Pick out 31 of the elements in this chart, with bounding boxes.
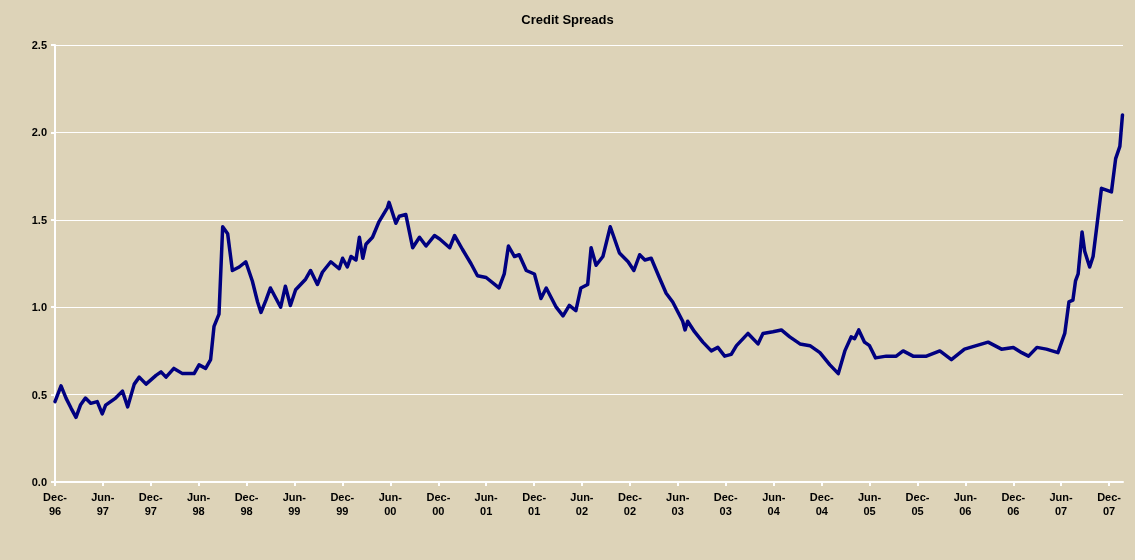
y-tick-label: 2.0 [31,126,47,139]
y-tick-label: 2.5 [31,39,47,51]
x-tick-label: Dec-99 [330,491,355,517]
x-tick-label: Jun-99 [282,491,307,517]
x-tick-label: Dec-01 [522,491,547,517]
x-tick-label: Dec-00 [426,491,451,517]
y-tick-label: 0.5 [31,388,47,401]
x-tick-label: Jun-04 [762,491,786,517]
x-tick-label: Jun-97 [91,491,115,517]
x-tick-label: Dec-04 [809,491,835,517]
x-tick-label: Jun-00 [378,491,403,517]
x-tick-label: Dec-02 [618,491,643,517]
x-tick-label: Jun-07 [1049,491,1074,517]
x-tick-label: Jun-01 [474,491,499,517]
x-tick-label: Jun-98 [186,491,211,517]
x-tick-label: Dec-05 [905,491,930,517]
x-tick-label: Dec-03 [713,491,738,517]
chart-title: Credit Spreads [521,12,614,27]
x-tick-label: Dec-07 [1097,491,1122,517]
x-tick-label: Dec-97 [138,491,164,517]
x-tick-label: Jun-02 [570,491,594,517]
x-tick-label: Dec-98 [234,491,259,517]
x-tick-label: Dec-06 [1001,491,1026,517]
line-series [53,113,1125,420]
y-tick-label: 1.5 [31,213,47,226]
x-tick-label: Jun-03 [666,491,690,517]
x-tick-label: Jun-05 [857,491,882,517]
x-tick-label: Jun-06 [953,491,978,517]
x-tick-label: Dec-96 [43,491,68,517]
y-tick-label: 1.0 [31,301,47,314]
y-tick-label: 0.0 [31,476,47,488]
